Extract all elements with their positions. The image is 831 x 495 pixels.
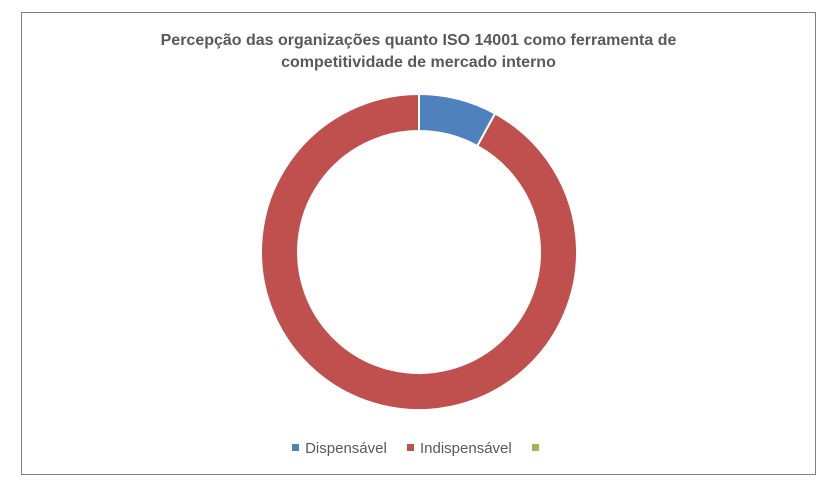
legend-item-indispensavel: Indispensável — [406, 439, 512, 457]
chart-title-line-2: competitividade de mercado interno — [281, 54, 556, 71]
donut-chart — [260, 92, 578, 411]
chart-area: Percepção das organizações quanto ISO 14… — [21, 12, 816, 475]
chart-title-line-1: Percepção das organizações quanto ISO 14… — [160, 32, 677, 49]
legend-item-third — [531, 440, 545, 457]
legend-label-dispensavel: Dispensável — [305, 439, 387, 457]
donut-slice-2 — [260, 92, 578, 411]
legend-swatch-third — [531, 444, 539, 452]
legend-item-dispensavel: Dispensável — [292, 440, 387, 457]
legend-swatch-indispensavel — [406, 444, 414, 452]
chart-legend: Dispensável Indispensável — [22, 439, 815, 457]
legend-swatch-dispensavel — [292, 444, 300, 452]
legend-label-indispensavel: Indispensável — [419, 439, 512, 457]
chart-title: Percepção das organizações quanto ISO 14… — [22, 30, 815, 74]
